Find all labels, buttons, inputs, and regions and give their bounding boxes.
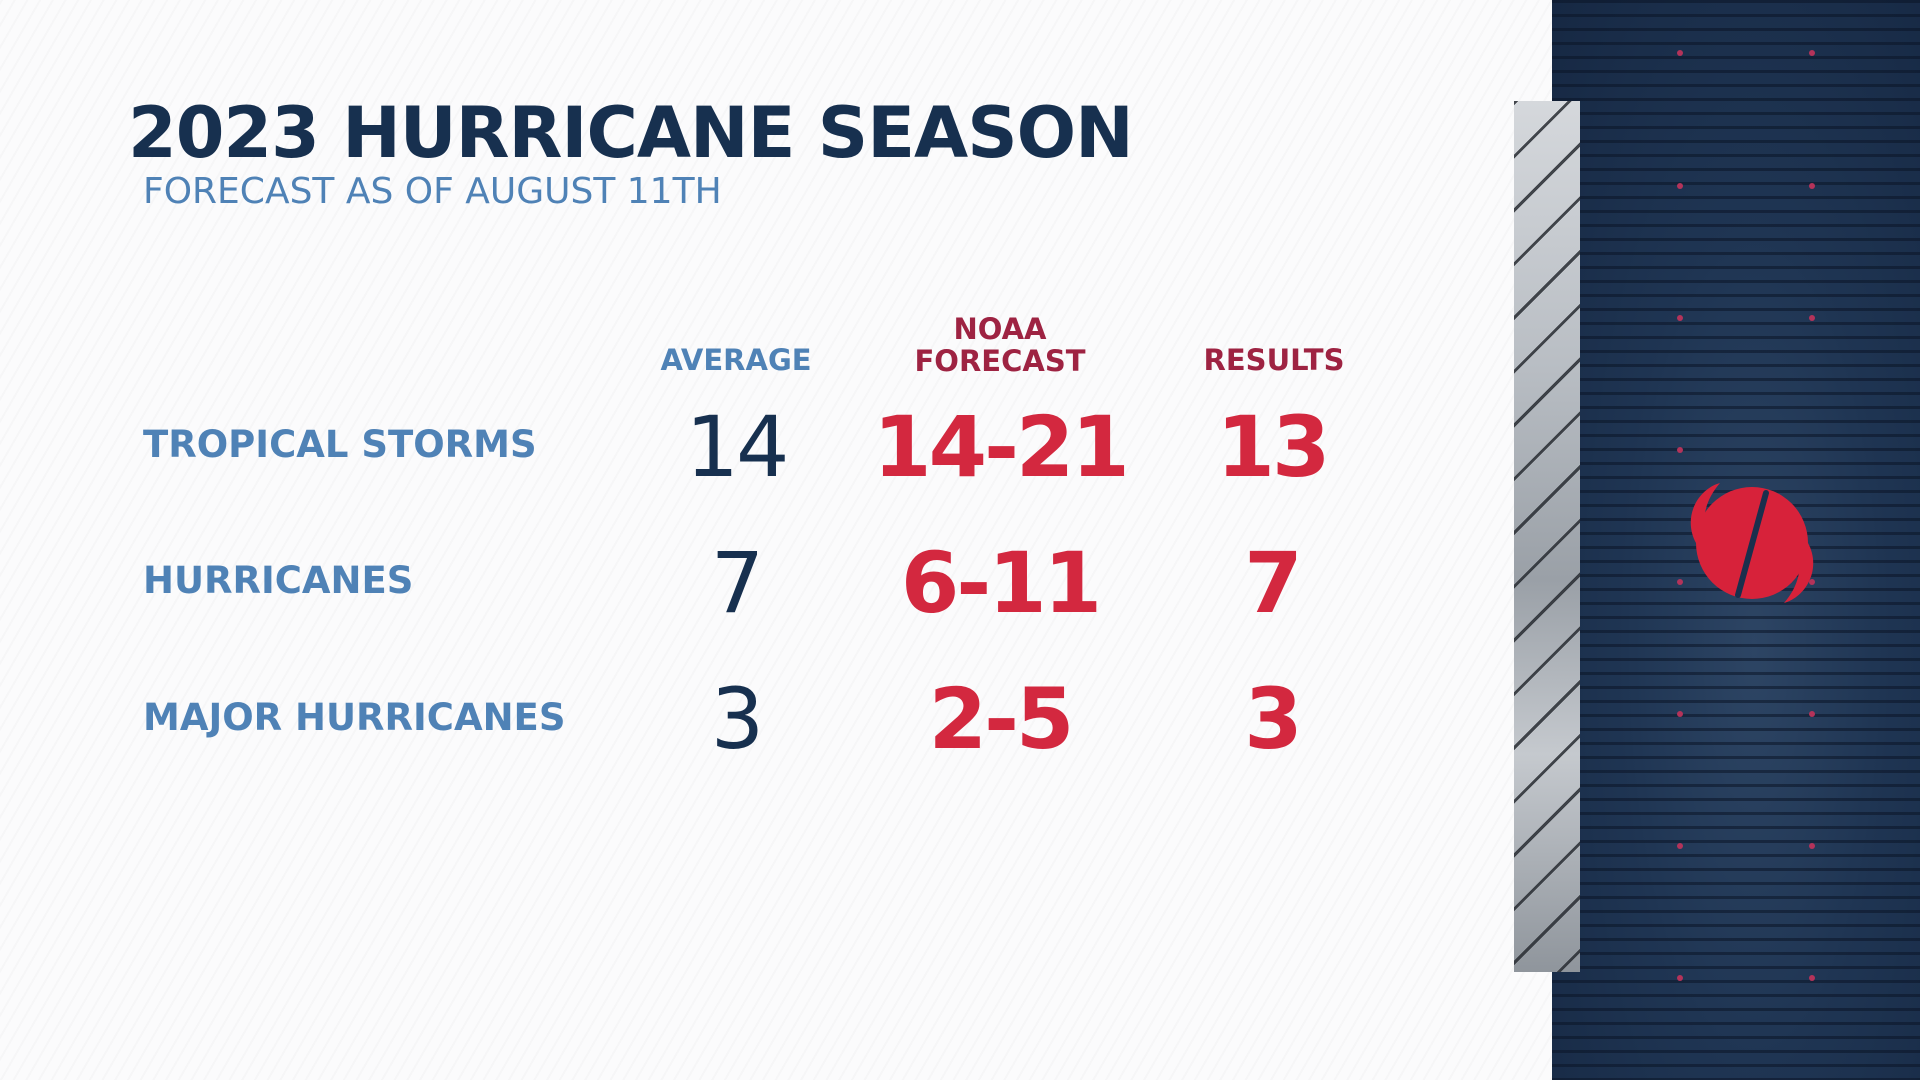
results-value: 7 bbox=[1244, 534, 1302, 632]
column-header-average: AVERAGE bbox=[660, 343, 812, 377]
diagonal-stripe-overlay bbox=[1514, 101, 1580, 972]
satellite-background-panel bbox=[1552, 0, 1920, 1080]
average-value: 14 bbox=[685, 398, 790, 496]
row-label: TROPICAL STORMS bbox=[143, 423, 537, 466]
noaa-forecast-value: 2-5 bbox=[928, 670, 1075, 768]
noaa-forecast-value: 6-11 bbox=[900, 534, 1102, 632]
row-label: HURRICANES bbox=[143, 559, 414, 602]
results-value: 3 bbox=[1244, 670, 1302, 768]
hurricane-symbol-icon bbox=[1690, 483, 1814, 603]
column-header-results: RESULTS bbox=[1203, 343, 1345, 377]
results-value: 13 bbox=[1216, 398, 1331, 496]
column-header-noaa-line1: NOAA bbox=[953, 312, 1047, 346]
column-header-noaa-forecast: NOAA FORECAST bbox=[915, 313, 1086, 378]
satellite-photo-strip bbox=[1514, 101, 1580, 972]
average-value: 3 bbox=[710, 670, 764, 768]
page-title: 2023 HURRICANE SEASON bbox=[128, 92, 1134, 174]
average-value: 7 bbox=[710, 534, 764, 632]
noaa-forecast-value: 14-21 bbox=[873, 398, 1130, 496]
column-header-noaa-line2: FORECAST bbox=[914, 344, 1086, 379]
row-label: MAJOR HURRICANES bbox=[143, 696, 566, 739]
dot-grid-decoration bbox=[1677, 50, 1815, 981]
page-subtitle: FORECAST AS OF AUGUST 11TH bbox=[143, 171, 722, 212]
